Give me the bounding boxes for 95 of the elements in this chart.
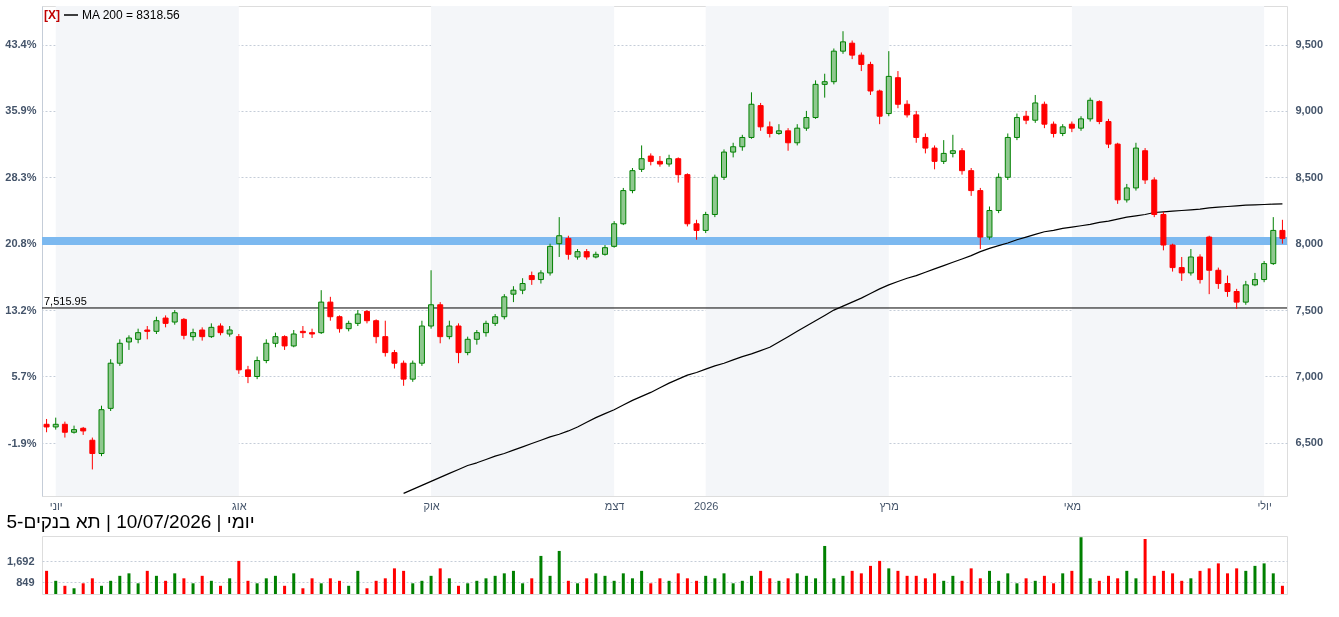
y2-tick-label: 35.9% xyxy=(5,104,37,117)
ref-line-label: 7,515.95 xyxy=(44,294,87,307)
candlestick xyxy=(611,220,618,249)
x-tick-label: אוק xyxy=(423,499,440,512)
candlestick xyxy=(501,293,508,320)
candlestick xyxy=(840,30,847,55)
candlestick xyxy=(382,320,389,358)
y-tick-label: 8,000 xyxy=(1295,237,1324,250)
candlestick xyxy=(757,102,764,132)
candlestick xyxy=(656,155,663,168)
x-tick-label: 2026 xyxy=(693,499,719,512)
candlestick xyxy=(71,425,78,435)
candlestick xyxy=(125,334,132,351)
candlestick xyxy=(1197,253,1204,285)
y2-tick-label: 5.7% xyxy=(11,369,37,382)
x-tick-label: יולי xyxy=(1257,499,1272,512)
legend-label: MA 200 = 8318.56 xyxy=(82,8,181,22)
candlestick xyxy=(849,40,856,60)
candlestick xyxy=(391,349,398,370)
candlestick xyxy=(1233,288,1240,310)
candlestick xyxy=(373,318,380,344)
y-tick-label: 9,000 xyxy=(1295,104,1324,117)
candlestick xyxy=(309,328,316,339)
candlestick xyxy=(565,235,572,261)
candlestick xyxy=(89,437,96,470)
candlestick xyxy=(959,147,966,176)
candlestick xyxy=(1279,219,1286,245)
y-tick-label: 9,500 xyxy=(1295,38,1324,51)
candlestick xyxy=(794,123,801,146)
y-tick-label: 1,692 xyxy=(6,554,35,567)
candlestick xyxy=(556,216,563,258)
y-tick-label: 849 xyxy=(16,575,35,588)
candlestick xyxy=(858,51,865,72)
y2-tick-label: 13.2% xyxy=(5,303,37,316)
candlestick xyxy=(1013,113,1020,141)
candlestick xyxy=(244,365,251,384)
x-tick-label: מרץ xyxy=(879,499,899,512)
annotation: [X] xyxy=(44,8,60,22)
candlestick xyxy=(949,134,956,158)
candlestick xyxy=(116,338,123,367)
candlestick xyxy=(1224,275,1231,298)
candlestick xyxy=(1087,97,1094,123)
y2-tick-label: 20.8% xyxy=(5,237,37,250)
candlestick xyxy=(821,73,828,99)
y-tick-label: 7,500 xyxy=(1295,303,1324,316)
candlestick xyxy=(913,110,920,144)
candlestick xyxy=(1105,118,1112,149)
candlestick xyxy=(464,336,471,356)
y-tick-label: 6,500 xyxy=(1295,436,1324,449)
candlestick xyxy=(1251,272,1258,287)
candlestick xyxy=(1068,121,1075,133)
chart-title: יומי | 10/07/2026 | תא בנקים-5 xyxy=(6,511,255,532)
candlestick xyxy=(1032,94,1039,124)
candlestick xyxy=(775,123,782,136)
y2-tick-label: 28.3% xyxy=(5,171,37,184)
candlestick xyxy=(693,219,700,241)
candlestick xyxy=(1178,256,1185,282)
candlestick xyxy=(1215,267,1222,290)
x-tick-label: מאי xyxy=(1063,499,1082,512)
candlestick xyxy=(263,338,270,364)
candlestick xyxy=(190,328,197,342)
x-tick-label: אוג xyxy=(232,499,247,512)
candlestick xyxy=(675,156,682,184)
candlestick xyxy=(446,320,453,340)
candlestick xyxy=(702,211,709,234)
candlestick xyxy=(638,144,645,173)
candlestick xyxy=(1169,243,1176,273)
candlestick xyxy=(629,167,636,194)
candlestick xyxy=(1187,248,1194,277)
y-tick-label: 8,500 xyxy=(1295,170,1324,183)
candlestick xyxy=(1123,183,1130,204)
candlestick xyxy=(1261,260,1268,283)
y-tick-label: 7,000 xyxy=(1295,369,1324,382)
candlestick xyxy=(254,356,261,380)
candlestick xyxy=(931,144,938,170)
candlestick xyxy=(922,132,929,154)
candlestick xyxy=(1023,110,1030,125)
candlestick xyxy=(968,167,975,197)
candlestick xyxy=(537,269,544,285)
candlestick xyxy=(409,360,416,383)
candlestick xyxy=(940,139,947,165)
candlestick xyxy=(428,269,435,330)
y2-tick-label: -1.9% xyxy=(7,436,37,449)
x-tick-label: דצמ xyxy=(604,499,625,512)
candlestick xyxy=(1242,280,1249,306)
candlestick xyxy=(1096,99,1103,125)
candlestick xyxy=(785,127,792,152)
candlestick xyxy=(327,296,334,322)
candlestick xyxy=(1041,101,1048,129)
candlestick xyxy=(803,110,810,132)
candlestick xyxy=(299,325,306,339)
x-tick-label: יוני xyxy=(49,499,63,512)
candlestick xyxy=(180,317,187,340)
y2-tick-label: 43.4% xyxy=(5,38,37,51)
candlestick xyxy=(400,360,407,387)
